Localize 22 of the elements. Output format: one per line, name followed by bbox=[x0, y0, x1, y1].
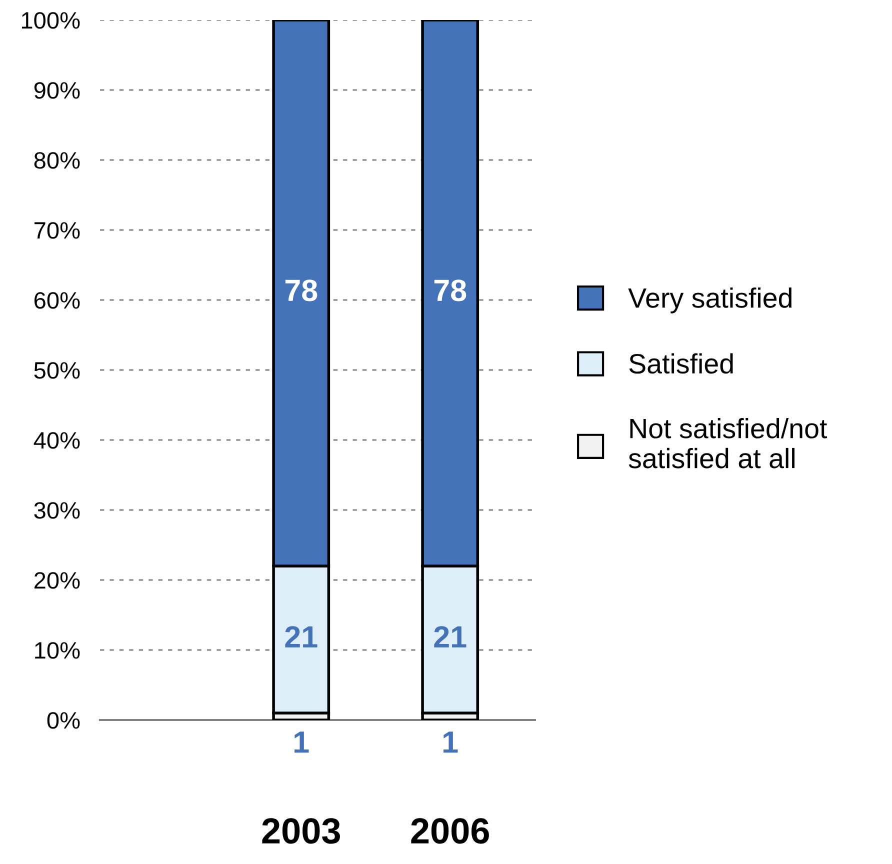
legend-label: Satisfied bbox=[629, 353, 733, 374]
x-tick-label: 2006 bbox=[411, 818, 489, 844]
y-tick-label: 70% bbox=[34, 222, 80, 239]
data-label: 21 bbox=[285, 626, 318, 648]
legend-label: Very satisfied bbox=[628, 287, 792, 314]
y-tick-label: 100% bbox=[22, 12, 80, 29]
x-tick-label: 2003 bbox=[262, 818, 340, 844]
y-tick-label: 10% bbox=[35, 642, 80, 659]
y-tick-label: 40% bbox=[34, 432, 80, 449]
y-tick-label: 30% bbox=[34, 502, 80, 519]
y-tick-label: 20% bbox=[34, 572, 80, 589]
y-tick-label: 0% bbox=[47, 712, 80, 729]
data-label: 21 bbox=[434, 626, 466, 648]
data-label: 78 bbox=[434, 280, 466, 302]
data-label: 1 bbox=[444, 732, 458, 753]
legend-label: Not satisfied/not satisfied at all bbox=[628, 418, 828, 468]
data-label: 1 bbox=[294, 732, 309, 753]
y-tick-label: 90% bbox=[34, 82, 80, 99]
data-label: 78 bbox=[285, 280, 318, 302]
y-tick-label: 80% bbox=[34, 152, 80, 169]
y-tick-label: 60% bbox=[34, 292, 80, 309]
y-tick-label: 50% bbox=[34, 362, 80, 379]
